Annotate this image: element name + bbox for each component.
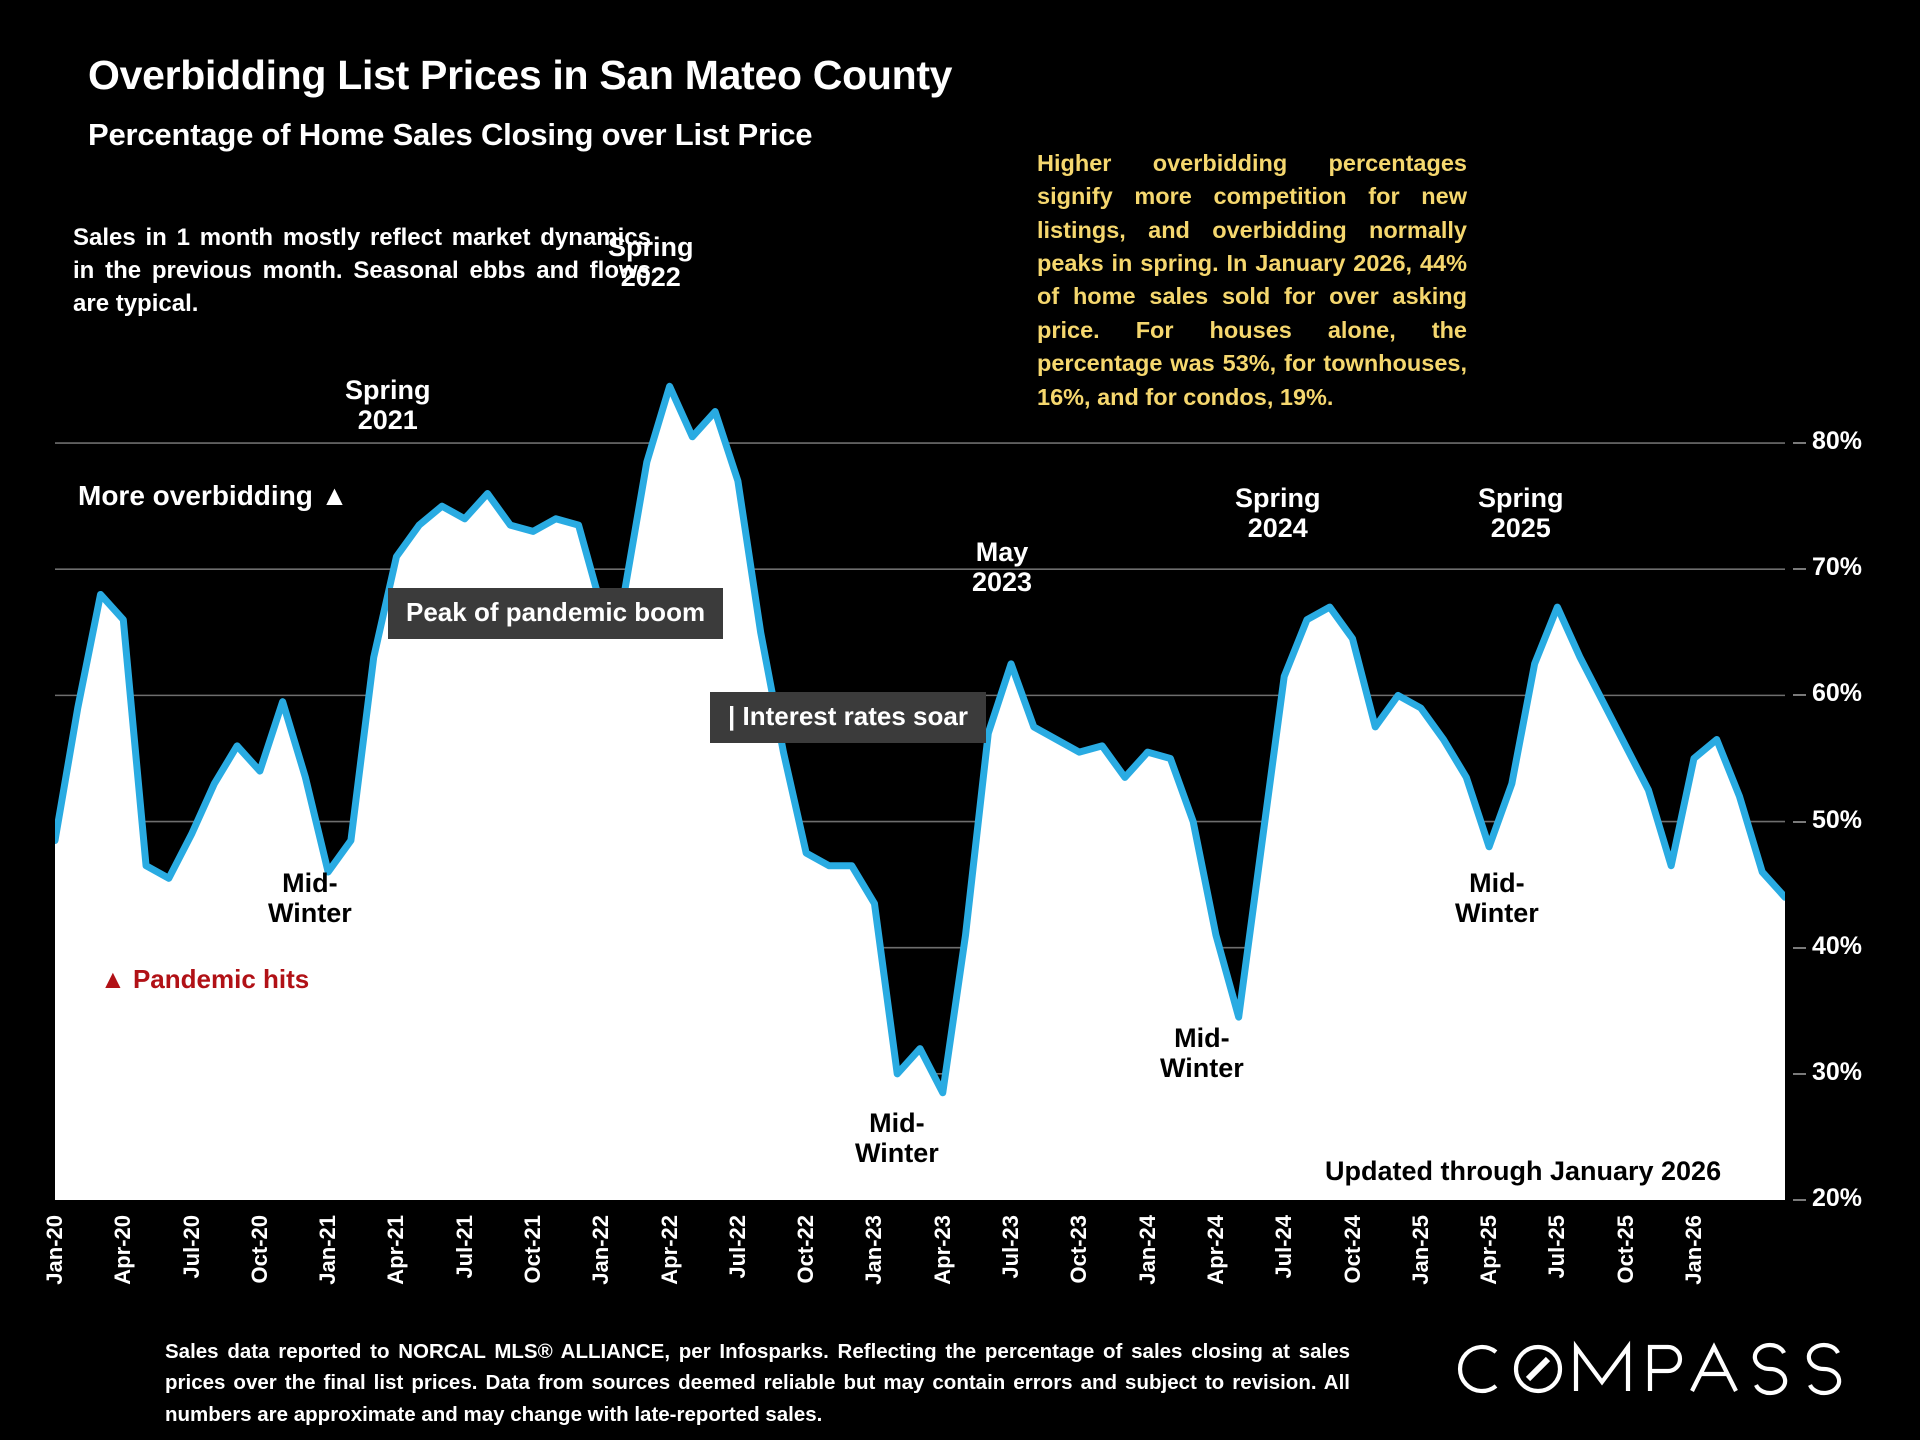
y-axis-label: 30%: [1812, 1057, 1863, 1086]
x-axis-label: Jan-20: [42, 1215, 67, 1285]
x-axis-label: Apr-22: [656, 1215, 682, 1285]
y-axis-tick: [1793, 568, 1806, 571]
annotation-spring-2021: Spring 2021: [345, 375, 431, 436]
x-axis-label: Apr-21: [383, 1215, 409, 1285]
x-axis-label: Jul-25: [1544, 1215, 1570, 1279]
yellow-commentary-note: Higher overbidding percentages signify m…: [1037, 150, 1467, 410]
x-axis-label: Jul-22: [724, 1215, 750, 1279]
annotation-may-2023: May 2023: [972, 537, 1033, 598]
y-axis-tick: [1793, 946, 1806, 949]
annotation-spring-2025: Spring 2025: [1478, 483, 1564, 544]
annotation-mid-winter-2023: Mid- Winter: [855, 1108, 939, 1169]
x-axis-label: Jul-23: [998, 1215, 1024, 1279]
x-axis-label: Jan-25: [1407, 1215, 1433, 1285]
chart-line: [55, 382, 1785, 1097]
callout-peak-of-pandemic-boom: Peak of pandemic boom: [388, 588, 724, 639]
x-axis-label: Oct-22: [793, 1215, 819, 1284]
x-axis-label: Apr-23: [929, 1215, 955, 1285]
y-axis-tick: [1793, 1199, 1806, 1201]
y-axis-tick: [1793, 1072, 1806, 1075]
x-axis-label: Jan-24: [1134, 1215, 1160, 1285]
left-commentary-note: Sales in 1 month mostly reflect market d…: [73, 224, 651, 318]
x-axis-label: Oct-23: [1066, 1215, 1092, 1284]
x-axis-label: Oct-24: [1339, 1215, 1365, 1284]
y-axis-label: 20%: [1812, 1184, 1863, 1212]
updated-through-label: Updated through January 2026: [1325, 1156, 1722, 1186]
x-axis-label: Oct-21: [520, 1215, 546, 1284]
x-axis-label: Jul-21: [451, 1215, 477, 1279]
y-axis-tick: [1793, 820, 1806, 823]
page-subtitle: Percentage of Home Sales Closing over Li…: [88, 117, 813, 152]
x-axis-label: Jan-26: [1680, 1215, 1706, 1285]
x-axis-label: Jul-20: [178, 1215, 204, 1279]
y-axis-label: 80%: [1812, 427, 1863, 456]
footer-disclaimer: Sales data reported to NORCAL MLS® ALLIA…: [165, 1340, 1350, 1426]
x-axis-label: Apr-24: [1202, 1215, 1228, 1285]
more-overbidding-label: More overbidding ▲: [78, 480, 349, 511]
y-axis-label: 50%: [1812, 805, 1863, 834]
annotation-spring-2022: Spring 2022: [608, 232, 694, 293]
annotation-spring-2024: Spring 2024: [1235, 483, 1321, 544]
x-axis-label: Jan-22: [588, 1215, 614, 1285]
x-axis-label: Jan-21: [315, 1215, 341, 1285]
x-axis-label: Oct-20: [246, 1215, 272, 1284]
x-axis-label: Jan-23: [861, 1215, 887, 1285]
y-axis-label: 60%: [1812, 679, 1863, 708]
compass-logo-mark: [1457, 1340, 1842, 1396]
x-axis-label: Apr-20: [110, 1215, 136, 1285]
page-title: Overbidding List Prices in San Mateo Cou…: [88, 52, 953, 98]
callout-interest-rates-soar: | Interest rates soar: [710, 692, 986, 743]
y-axis-tick: [1793, 694, 1806, 697]
y-axis-tick: [1793, 442, 1806, 445]
x-axis-label: Jul-24: [1271, 1215, 1297, 1279]
annotation-mid-winter-2024: Mid- Winter: [1160, 1023, 1244, 1084]
annotation-pandemic-hits: ▲ Pandemic hits: [100, 964, 310, 994]
x-axis-label: Oct-25: [1612, 1215, 1638, 1284]
x-axis-label: Apr-25: [1476, 1215, 1502, 1285]
annotation-mid-winter-2021: Mid- Winter: [268, 868, 352, 929]
compass-logo: [1452, 1338, 1852, 1400]
y-axis-label: 70%: [1812, 553, 1863, 582]
y-axis-label: 40%: [1812, 931, 1863, 960]
annotation-mid-winter-2025: Mid- Winter: [1455, 868, 1539, 929]
